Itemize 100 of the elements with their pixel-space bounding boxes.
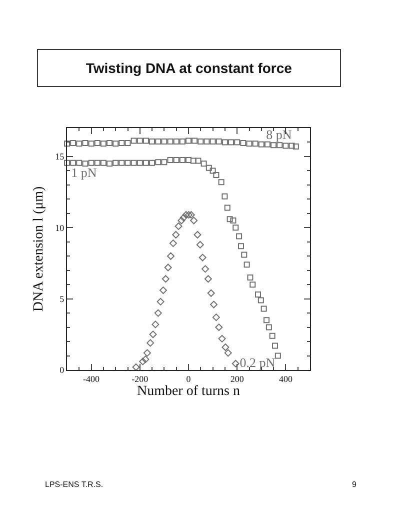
point [190,158,196,164]
point [266,324,272,330]
point [100,160,106,166]
point [241,252,248,258]
point [232,224,239,231]
point [178,216,186,224]
point [186,157,192,164]
point [224,204,230,211]
point [173,157,180,164]
x-axis-title: Number of turns n [136,384,240,400]
point [124,140,131,146]
point [155,138,162,145]
point [118,140,125,146]
point [167,138,174,145]
point [167,252,175,260]
point [288,142,295,149]
point [247,274,254,280]
x-tick-label: 200 [230,374,244,384]
point [155,159,162,166]
point [195,158,202,164]
point [136,138,143,144]
point [130,138,137,144]
point [142,356,150,364]
point [222,343,230,351]
point [142,138,149,144]
y-tick-label: 5 [60,294,65,304]
point [161,138,168,145]
point [82,160,88,167]
point [250,282,256,288]
point [222,193,228,200]
point [149,330,157,338]
point [112,140,119,147]
point [190,216,198,224]
point [272,342,278,349]
point [154,309,162,317]
point [274,352,281,359]
point [260,306,267,312]
point [70,140,76,146]
point [184,211,192,219]
point [187,211,195,219]
point [156,298,164,306]
point [270,142,277,148]
point [146,339,154,347]
point [246,140,252,147]
point [210,138,216,145]
y-tick-label: 0 [60,365,65,376]
point [162,275,170,283]
point [258,141,264,148]
point [215,324,223,332]
point [88,160,94,166]
point [234,139,240,146]
point [252,140,258,147]
point [255,292,261,298]
point [180,214,188,222]
point [198,138,204,145]
point [64,160,70,166]
x-tick-label: 0 [186,374,192,384]
point [94,160,100,166]
point [218,179,224,186]
point [88,140,94,147]
point [161,159,168,166]
text: 9 [352,480,357,489]
point [179,138,186,145]
point [198,254,206,262]
point [194,231,202,239]
point [210,168,216,174]
point [76,160,82,166]
point [186,138,192,144]
y-tick-label: 15 [55,152,65,162]
point [216,138,222,145]
point [210,300,218,308]
point [167,157,174,164]
point [232,360,240,368]
point [173,138,180,145]
chart-title: Twisting DNA at constant force [86,60,292,76]
point [200,160,207,167]
point [258,297,264,304]
point [149,138,156,145]
x-tick-label: -400 [83,374,100,384]
point [124,160,131,166]
point [149,160,156,166]
point [164,264,172,272]
point [240,140,246,146]
point [142,160,149,166]
point [276,142,283,148]
point [192,138,198,144]
point [204,138,210,145]
point [226,216,233,222]
series-label: 1 pN [71,164,98,180]
point [76,140,82,147]
point [143,349,151,357]
point [264,317,270,324]
point [136,160,143,166]
point [159,286,167,294]
point [152,320,160,328]
point [70,160,76,166]
point [202,265,210,273]
point [172,231,180,239]
point [139,358,147,366]
point [204,275,212,283]
